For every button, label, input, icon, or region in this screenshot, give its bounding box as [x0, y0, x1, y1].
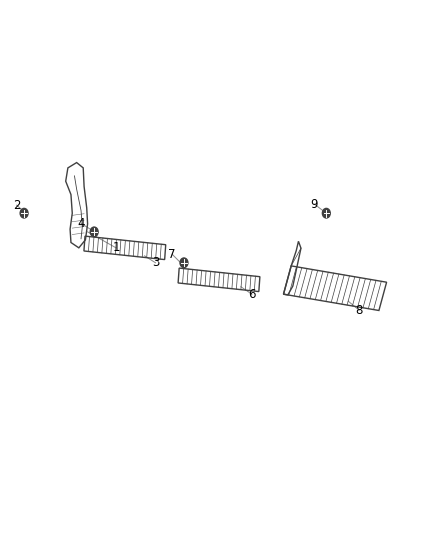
Text: 8: 8 — [356, 304, 363, 317]
Text: 7: 7 — [168, 248, 176, 261]
Text: 9: 9 — [311, 198, 318, 211]
Text: 4: 4 — [77, 217, 85, 230]
Text: 6: 6 — [248, 288, 256, 301]
Circle shape — [20, 208, 28, 218]
Circle shape — [322, 208, 330, 218]
Text: 3: 3 — [152, 256, 159, 269]
Text: 2: 2 — [13, 199, 21, 212]
Circle shape — [90, 227, 98, 237]
Circle shape — [180, 258, 188, 268]
Text: 1: 1 — [112, 241, 120, 254]
